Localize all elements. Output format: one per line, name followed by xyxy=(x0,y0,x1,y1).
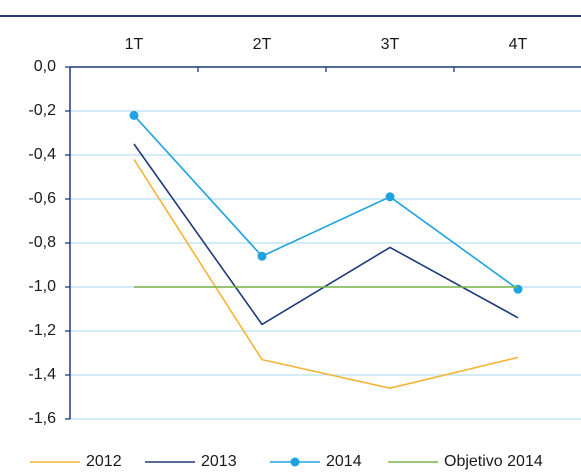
series-line xyxy=(133,143,519,326)
y-tick-label: -0,2 xyxy=(28,102,56,119)
point xyxy=(385,192,395,202)
y-tick-label: -1,2 xyxy=(28,322,56,339)
x-tick-label: 1T xyxy=(125,36,144,53)
y-tick-label: -1,0 xyxy=(28,278,56,295)
legend-label: Objetivo 2014 xyxy=(444,453,543,470)
legend-label: 2012 xyxy=(86,453,122,470)
legend-label: 2014 xyxy=(326,453,362,470)
y-tick-label: -0,4 xyxy=(28,146,56,163)
legend-label: 2013 xyxy=(201,453,237,470)
x-tick-label: 3T xyxy=(381,36,400,53)
x-tick-label: 2T xyxy=(253,36,272,53)
point xyxy=(257,251,267,261)
legend-marker xyxy=(290,457,300,467)
series-line xyxy=(133,114,519,290)
y-tick-label: -0,6 xyxy=(28,190,56,207)
y-tick-label: -1,6 xyxy=(28,410,56,427)
point xyxy=(513,284,523,294)
y-tick-label: 0,0 xyxy=(34,58,56,75)
y-tick-label: -0,8 xyxy=(28,234,56,251)
x-tick-label: 4T xyxy=(509,36,528,53)
y-tick-label: -1,4 xyxy=(28,366,56,383)
series-line xyxy=(133,158,519,390)
point xyxy=(129,110,139,120)
